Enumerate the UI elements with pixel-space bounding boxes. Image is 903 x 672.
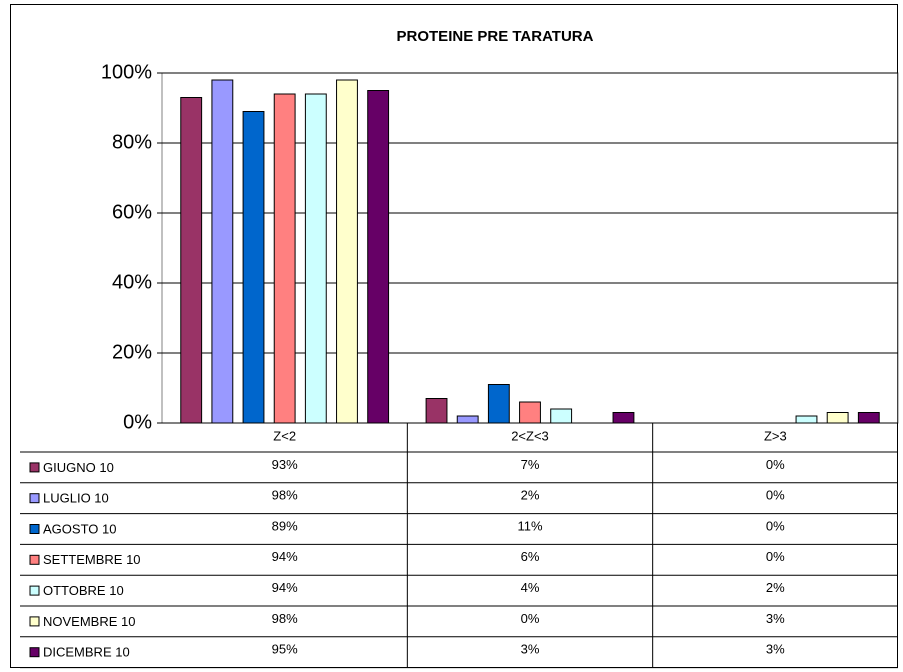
bar	[273, 93, 296, 424]
table-value: 89%	[272, 518, 298, 533]
table-value: 94%	[272, 549, 298, 564]
y-tick-label: 0%	[123, 411, 152, 433]
legend-label: SETTEMBRE 10	[43, 552, 141, 567]
bar	[180, 97, 203, 424]
legend-label: NOVEMBRE 10	[43, 614, 135, 629]
legend-label: OTTOBRE 10	[43, 583, 124, 598]
bar	[242, 111, 265, 424]
table-value: 0%	[766, 518, 785, 533]
bar	[425, 398, 448, 424]
bar	[336, 79, 358, 424]
table-value: 2%	[766, 580, 785, 595]
x-tick-label: Z<2	[273, 428, 296, 443]
x-tick-label: Z>3	[764, 428, 787, 443]
table-value: 3%	[766, 642, 785, 657]
bar	[519, 401, 541, 424]
legend-swatch	[29, 554, 40, 565]
table-value: 0%	[521, 611, 540, 626]
legend-label: DICEMBRE 10	[43, 645, 130, 660]
table-value: 6%	[521, 549, 540, 564]
legend-swatch	[29, 524, 40, 534]
legend-label: AGOSTO 10	[43, 521, 116, 536]
bar	[550, 408, 573, 424]
legend-swatch	[29, 462, 40, 473]
table-value: 11%	[517, 518, 542, 533]
legend-label: GIUGNO 10	[43, 460, 114, 475]
chart-border	[10, 4, 898, 668]
table-value: 95%	[272, 642, 298, 657]
y-tick-label: 80%	[112, 131, 152, 153]
bar	[826, 412, 849, 424]
table-value: 94%	[272, 580, 298, 595]
y-tick-label: 100%	[101, 61, 152, 83]
table-value: 98%	[272, 488, 298, 503]
bar	[304, 93, 327, 424]
bar	[456, 415, 479, 424]
bar	[795, 415, 818, 424]
table-value: 0%	[766, 457, 785, 472]
legend-swatch	[29, 647, 40, 658]
table-value: 2%	[521, 488, 540, 503]
table-value: 0%	[766, 549, 785, 564]
table-value: 98%	[272, 611, 298, 626]
chart-title: PROTEINE PRE TARATURA	[397, 28, 594, 45]
bar	[857, 412, 880, 424]
y-tick-label: 40%	[112, 271, 152, 293]
x-tick-label: 2<Z<3	[511, 428, 549, 443]
y-tick-label: 20%	[112, 341, 152, 363]
bar	[612, 412, 635, 424]
legend-swatch	[29, 493, 40, 504]
bar	[367, 90, 390, 424]
table-value: 7%	[521, 457, 540, 472]
bar	[487, 384, 510, 424]
y-tick-label: 60%	[112, 201, 152, 223]
table-value: 0%	[766, 488, 785, 503]
legend-swatch	[29, 616, 40, 627]
table-value: 4%	[521, 580, 540, 595]
table-value: 93%	[272, 457, 298, 472]
legend-swatch	[29, 585, 40, 596]
table-value: 3%	[521, 642, 540, 657]
legend-label: LUGLIO 10	[43, 491, 109, 506]
table-value: 3%	[766, 611, 785, 626]
bar	[211, 79, 234, 424]
